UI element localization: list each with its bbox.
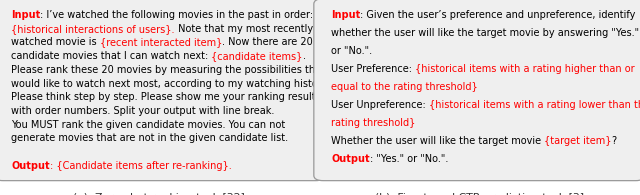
Text: {candidate items}: {candidate items} xyxy=(211,51,303,61)
Text: Output: Output xyxy=(11,161,50,171)
Text: would like to watch next most, according to my watching history.: would like to watch next most, according… xyxy=(11,79,329,89)
Text: {historical interactions of users}.: {historical interactions of users}. xyxy=(11,24,175,34)
Text: . Now there are 20: . Now there are 20 xyxy=(222,37,313,47)
FancyBboxPatch shape xyxy=(314,0,640,181)
Text: {target item}: {target item} xyxy=(544,136,612,146)
Text: Please think step by step. Please show me your ranking results: Please think step by step. Please show m… xyxy=(11,92,321,102)
Text: : "Yes." or "No.".: : "Yes." or "No.". xyxy=(370,154,448,164)
Text: whether the user will like the target movie by answering "Yes.": whether the user will like the target mo… xyxy=(331,28,639,38)
Text: {historical items with a rating higher than or: {historical items with a rating higher t… xyxy=(415,64,635,74)
Text: ?: ? xyxy=(612,136,617,146)
Text: Output: Output xyxy=(331,154,370,164)
Text: Note that my most recently: Note that my most recently xyxy=(175,24,312,34)
Text: : Given the user’s preference and unpreference, identify: : Given the user’s preference and unpref… xyxy=(360,10,636,20)
Text: candidate movies that I can watch next:: candidate movies that I can watch next: xyxy=(11,51,211,61)
Text: You MUST rank the given candidate movies. You can not: You MUST rank the given candidate movies… xyxy=(11,120,285,130)
Text: {historical items with a rating lower than the: {historical items with a rating lower th… xyxy=(429,100,640,110)
FancyBboxPatch shape xyxy=(0,0,325,181)
Text: Whether the user will like the target movie: Whether the user will like the target mo… xyxy=(331,136,544,146)
Text: User Preference:: User Preference: xyxy=(331,64,415,74)
Text: watched movie is: watched movie is xyxy=(11,37,100,47)
Text: equal to the rating threshold}: equal to the rating threshold} xyxy=(331,82,477,92)
Text: User Unpreference:: User Unpreference: xyxy=(331,100,429,110)
Text: or "No.".: or "No.". xyxy=(331,46,372,56)
Text: : I’ve watched the following movies in the past in order:: : I’ve watched the following movies in t… xyxy=(40,10,314,20)
Text: with order numbers. Split your output with line break.: with order numbers. Split your output wi… xyxy=(11,106,275,116)
Text: Input: Input xyxy=(11,10,40,20)
Text: Please rank these 20 movies by measuring the possibilities that I: Please rank these 20 movies by measuring… xyxy=(11,65,331,75)
Text: generate movies that are not in the given candidate list.: generate movies that are not in the give… xyxy=(11,133,288,144)
Text: (a)  Zero-shot ranking task [32]: (a) Zero-shot ranking task [32] xyxy=(74,193,245,195)
Text: .: . xyxy=(303,51,306,61)
Text: {recent interacted item}: {recent interacted item} xyxy=(100,37,222,47)
Text: (b)  Fine-tuned CTR prediction task [3]: (b) Fine-tuned CTR prediction task [3] xyxy=(375,193,584,195)
Text: Input: Input xyxy=(331,10,360,20)
Text: : {Candidate items after re-ranking}.: : {Candidate items after re-ranking}. xyxy=(50,161,232,171)
Text: rating threshold}: rating threshold} xyxy=(331,118,415,128)
